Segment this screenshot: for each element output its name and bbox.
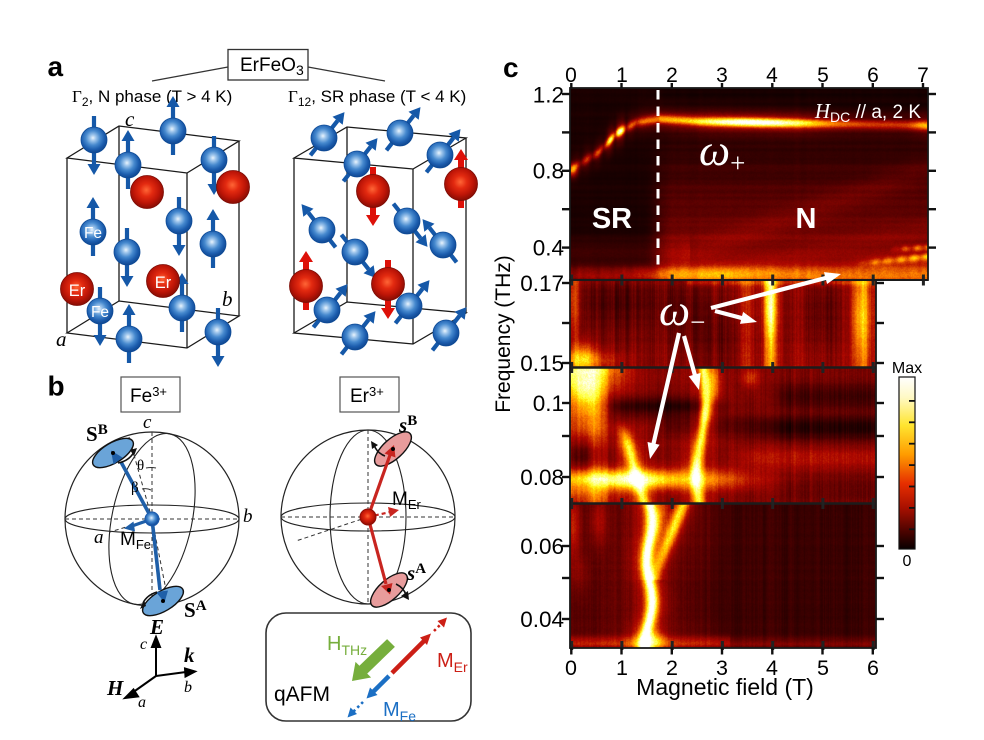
svg-text:c: c bbox=[125, 107, 135, 131]
svg-text:Γ2, N phase (T > 4 K): Γ2, N phase (T > 4 K) bbox=[72, 87, 232, 109]
svg-text:7: 7 bbox=[917, 64, 929, 87]
svg-text:θ: θ bbox=[137, 458, 144, 474]
svg-text:6: 6 bbox=[867, 64, 879, 87]
svg-text:H: H bbox=[106, 676, 124, 700]
svg-text:6: 6 bbox=[867, 656, 879, 680]
svg-text:5: 5 bbox=[817, 64, 829, 87]
svg-text:4: 4 bbox=[766, 656, 778, 680]
svg-text:b: b bbox=[184, 679, 192, 696]
svg-text:ω+: ω+ bbox=[699, 126, 745, 178]
svg-text:0: 0 bbox=[565, 656, 577, 680]
svg-text:0.15: 0.15 bbox=[520, 351, 564, 376]
svg-text:Max: Max bbox=[892, 360, 922, 377]
svg-text:E: E bbox=[149, 615, 164, 639]
svg-text:SR: SR bbox=[592, 203, 632, 235]
svg-text:2: 2 bbox=[666, 656, 678, 680]
svg-text:k: k bbox=[184, 643, 195, 667]
svg-text:0.4: 0.4 bbox=[533, 236, 564, 261]
svg-text:MEr: MEr bbox=[392, 489, 421, 512]
svg-text:0.08: 0.08 bbox=[520, 465, 564, 490]
svg-text:a: a bbox=[56, 327, 67, 351]
svg-text:qAFM: qAFM bbox=[274, 683, 330, 706]
svg-text:c: c bbox=[143, 412, 152, 433]
svg-text:2: 2 bbox=[666, 64, 678, 87]
svg-text:1: 1 bbox=[616, 64, 628, 87]
svg-text:Fe: Fe bbox=[91, 304, 109, 321]
svg-text:Er: Er bbox=[69, 282, 86, 300]
svg-text:HDC // a, 2 K: HDC // a, 2 K bbox=[814, 99, 921, 125]
svg-text:a: a bbox=[138, 694, 146, 711]
svg-text:0.8: 0.8 bbox=[533, 159, 564, 184]
svg-text:5: 5 bbox=[817, 656, 829, 680]
svg-text:ErFeO3: ErFeO3 bbox=[240, 55, 304, 78]
svg-text:b: b bbox=[243, 506, 253, 527]
svg-text:c: c bbox=[140, 636, 147, 653]
svg-text:ω−: ω− bbox=[659, 286, 705, 337]
svg-text:a: a bbox=[48, 51, 64, 82]
svg-text:β: β bbox=[131, 480, 139, 496]
svg-text:a: a bbox=[94, 527, 104, 548]
svg-text:3: 3 bbox=[716, 656, 728, 680]
svg-text:Magnetic field (T): Magnetic field (T) bbox=[636, 674, 814, 700]
svg-text:4: 4 bbox=[766, 64, 778, 87]
svg-text:0.06: 0.06 bbox=[520, 534, 564, 559]
svg-text:0.1: 0.1 bbox=[533, 391, 564, 416]
svg-text:Er: Er bbox=[155, 274, 172, 292]
svg-text:0.17: 0.17 bbox=[520, 271, 564, 296]
svg-text:1: 1 bbox=[616, 656, 628, 680]
svg-text:b: b bbox=[48, 371, 65, 402]
svg-text:Frequency (THz): Frequency (THz) bbox=[492, 255, 515, 413]
svg-text:0.04: 0.04 bbox=[520, 607, 564, 632]
svg-text:c: c bbox=[503, 52, 519, 83]
svg-text:3: 3 bbox=[716, 64, 728, 87]
svg-text:Fe: Fe bbox=[84, 225, 102, 242]
svg-text:SB: SB bbox=[86, 422, 108, 446]
svg-text:Γ12, SR phase (T < 4 K): Γ12, SR phase (T < 4 K) bbox=[288, 87, 466, 109]
svg-text:1.2: 1.2 bbox=[533, 82, 564, 107]
svg-text:0: 0 bbox=[903, 553, 912, 570]
svg-text:sA: sA bbox=[406, 561, 426, 585]
svg-text:b: b bbox=[222, 287, 233, 311]
svg-text:0: 0 bbox=[565, 64, 577, 87]
svg-text:N: N bbox=[796, 203, 817, 235]
svg-text:SA: SA bbox=[184, 598, 207, 622]
